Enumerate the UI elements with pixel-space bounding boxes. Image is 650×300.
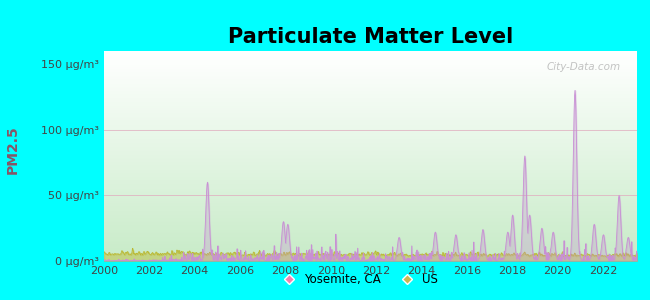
Text: City-Data.com: City-Data.com <box>547 61 621 71</box>
Legend: Yosemite, CA, US: Yosemite, CA, US <box>272 269 443 291</box>
Text: PM2.5: PM2.5 <box>6 126 20 174</box>
Title: Particulate Matter Level: Particulate Matter Level <box>228 27 513 47</box>
